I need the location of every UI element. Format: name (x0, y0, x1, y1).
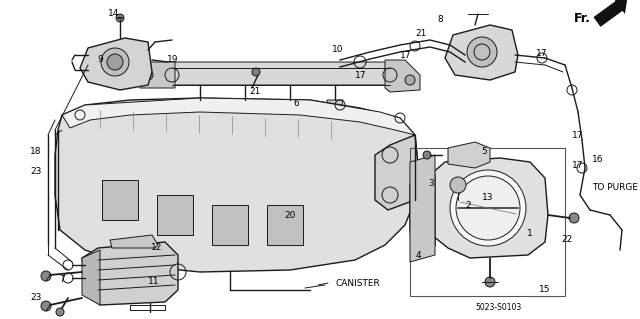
Text: 17: 17 (572, 160, 584, 169)
Text: 21: 21 (250, 87, 260, 97)
Circle shape (467, 37, 497, 67)
Polygon shape (110, 235, 158, 248)
Text: 8: 8 (437, 16, 443, 25)
Circle shape (56, 308, 64, 316)
Polygon shape (82, 250, 100, 305)
Circle shape (450, 170, 526, 246)
Polygon shape (410, 162, 435, 252)
Polygon shape (80, 38, 152, 90)
Text: 5023-S0103: 5023-S0103 (475, 303, 521, 313)
Polygon shape (445, 25, 518, 80)
Text: 16: 16 (592, 155, 604, 165)
Text: 21: 21 (415, 29, 427, 39)
Text: 3: 3 (428, 179, 434, 188)
Text: 17: 17 (536, 49, 548, 58)
Text: 13: 13 (483, 194, 493, 203)
Text: 9: 9 (97, 55, 103, 63)
Circle shape (143, 70, 153, 80)
Polygon shape (282, 100, 298, 115)
Circle shape (450, 177, 466, 193)
Text: 11: 11 (148, 278, 160, 286)
Polygon shape (375, 135, 418, 210)
Polygon shape (385, 60, 420, 92)
Text: 17: 17 (355, 70, 367, 79)
Text: 1: 1 (527, 228, 533, 238)
Polygon shape (157, 195, 193, 235)
Text: 12: 12 (151, 242, 163, 251)
Circle shape (41, 301, 51, 311)
Text: 23: 23 (30, 167, 42, 176)
Polygon shape (192, 100, 208, 115)
Text: 15: 15 (540, 286, 551, 294)
Circle shape (41, 271, 51, 281)
Polygon shape (237, 100, 253, 115)
Text: 20: 20 (284, 211, 296, 220)
Text: 7: 7 (59, 276, 65, 285)
Polygon shape (212, 205, 248, 245)
Text: 23: 23 (30, 293, 42, 302)
Text: 18: 18 (30, 147, 42, 157)
Text: 5: 5 (481, 146, 487, 155)
Text: 4: 4 (415, 250, 421, 259)
Text: 19: 19 (167, 55, 179, 63)
Polygon shape (140, 62, 175, 88)
Polygon shape (102, 180, 138, 220)
Circle shape (116, 14, 124, 22)
Polygon shape (55, 98, 418, 272)
Polygon shape (327, 100, 343, 115)
Text: 6: 6 (293, 100, 299, 108)
FancyArrow shape (593, 0, 627, 27)
Polygon shape (168, 62, 395, 85)
Text: Fr.: Fr. (573, 11, 591, 25)
Text: 22: 22 (561, 235, 573, 244)
Polygon shape (425, 158, 548, 258)
Text: CANISTER: CANISTER (335, 278, 380, 287)
Polygon shape (82, 242, 178, 305)
Polygon shape (448, 142, 490, 168)
Text: 14: 14 (108, 9, 120, 18)
Text: TO PURGE JOINT: TO PURGE JOINT (592, 183, 640, 192)
Circle shape (405, 75, 415, 85)
Circle shape (101, 48, 129, 76)
Circle shape (456, 176, 520, 240)
Bar (410, 148, 565, 296)
Text: 17: 17 (400, 50, 412, 60)
Circle shape (423, 151, 431, 159)
Text: 2: 2 (465, 201, 471, 210)
Circle shape (485, 277, 495, 287)
Polygon shape (410, 155, 435, 262)
Text: 17: 17 (572, 130, 584, 139)
Polygon shape (267, 205, 303, 245)
Circle shape (107, 54, 123, 70)
Polygon shape (62, 98, 415, 135)
Circle shape (569, 213, 579, 223)
Text: 10: 10 (332, 46, 344, 55)
Circle shape (252, 68, 260, 76)
